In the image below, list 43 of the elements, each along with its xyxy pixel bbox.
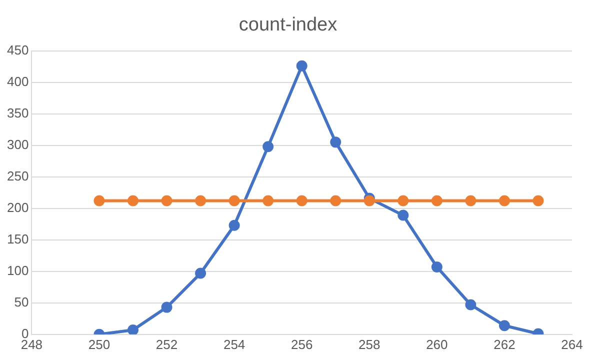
x-tick-label: 264 — [561, 336, 583, 352]
point — [195, 268, 206, 279]
point — [228, 195, 240, 206]
y-tick-label: 250 — [6, 168, 29, 184]
point — [364, 195, 375, 206]
point — [262, 141, 274, 152]
x-tick-label: 254 — [223, 336, 246, 352]
x-tick-label: 256 — [290, 336, 313, 352]
point — [498, 195, 510, 206]
point — [228, 220, 240, 231]
point — [465, 299, 476, 310]
point — [498, 320, 510, 332]
y-tick-label: 50 — [14, 294, 29, 310]
x-tick-label: 262 — [494, 336, 516, 352]
y-tick-label: 200 — [6, 200, 29, 215]
x-tick-label: 252 — [156, 336, 178, 352]
point — [431, 261, 442, 272]
x-tick-label: 250 — [88, 336, 110, 352]
y-tick-label: 100 — [6, 262, 29, 278]
point — [262, 195, 274, 206]
x-tick-label: 260 — [426, 336, 448, 352]
point — [296, 60, 308, 72]
chart-title: count-index — [238, 14, 338, 36]
point — [330, 136, 342, 148]
x-tick-label: 258 — [358, 336, 380, 352]
point — [296, 195, 308, 206]
point — [532, 195, 544, 206]
point — [398, 210, 409, 221]
y-tick-label: 450 — [6, 42, 29, 58]
point — [195, 195, 206, 206]
point — [161, 302, 172, 313]
point — [330, 195, 342, 206]
point — [398, 195, 409, 206]
point — [465, 195, 476, 206]
point — [161, 195, 172, 206]
point — [128, 324, 138, 334]
point — [94, 195, 105, 206]
y-tick-label: 400 — [6, 74, 29, 89]
point — [431, 195, 442, 206]
point — [128, 195, 138, 206]
y-tick-label: 350 — [6, 105, 29, 120]
y-tick-label: 300 — [6, 136, 29, 152]
y-tick-label: 150 — [6, 231, 29, 246]
